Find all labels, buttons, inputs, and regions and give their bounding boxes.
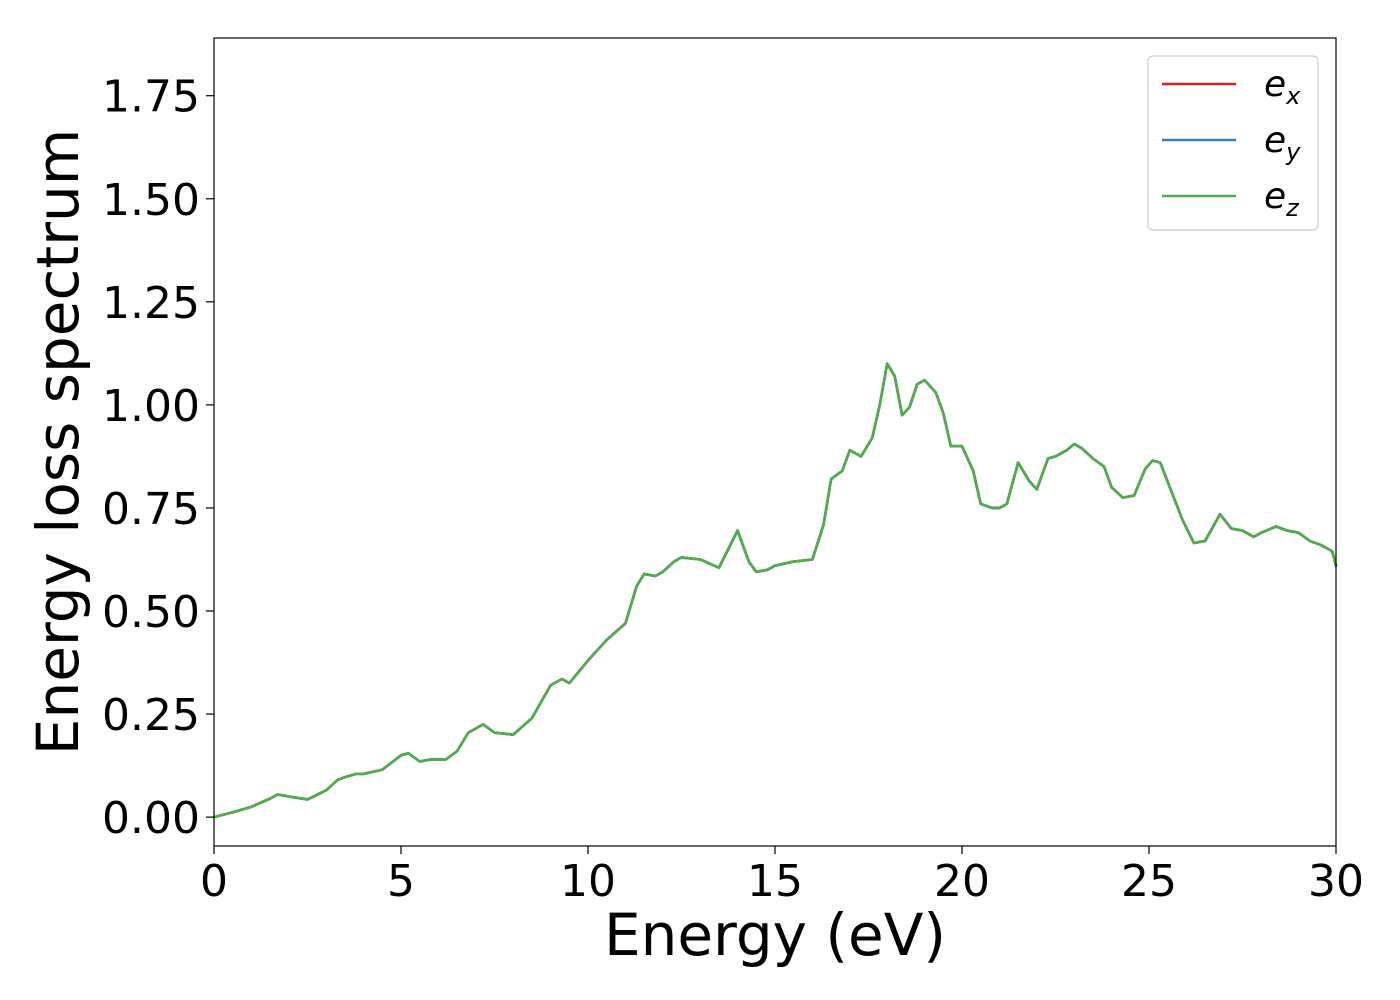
legend-label-base: e xyxy=(1264,176,1286,217)
x-tick-label: 5 xyxy=(387,856,415,907)
y-axis-title: Energy loss spectrum xyxy=(24,129,92,755)
series-line-z xyxy=(212,362,1338,819)
series-layer xyxy=(212,362,1338,819)
x-tick-label: 15 xyxy=(747,856,803,907)
legend-label-subscript: x xyxy=(1285,82,1301,110)
y-tick-label: 1.75 xyxy=(102,72,200,123)
y-tick-label: 1.00 xyxy=(102,381,200,432)
legend-label-base: e xyxy=(1264,120,1286,161)
x-tick-label: 20 xyxy=(934,856,990,907)
y-axis-ticks: 0.00 0.25 0.50 0.75 1.00 1.25 1.50 1.75 xyxy=(102,72,214,844)
y-tick-label: 0.50 xyxy=(102,587,200,638)
x-axis-title: Energy (eV) xyxy=(604,901,946,969)
legend-label-y: ey xyxy=(1264,120,1301,166)
legend-label-subscript: y xyxy=(1285,138,1301,166)
x-tick-label: 30 xyxy=(1308,856,1364,907)
legend-label-subscript: z xyxy=(1285,194,1300,222)
x-axis-ticks: 0 5 10 15 20 25 30 xyxy=(200,846,1364,907)
x-tick-label: 25 xyxy=(1121,856,1177,907)
legend-label-x: ex xyxy=(1264,64,1301,110)
y-tick-label: 0.75 xyxy=(102,484,200,535)
y-tick-label: 0.25 xyxy=(102,690,200,741)
x-tick-label: 10 xyxy=(560,856,616,907)
legend-label-z: ez xyxy=(1264,176,1300,222)
y-tick-label: 0.00 xyxy=(102,793,200,844)
x-tick-label: 0 xyxy=(200,856,228,907)
legend-box xyxy=(1147,55,1319,231)
y-tick-label: 1.50 xyxy=(102,175,200,226)
legend-label-base: e xyxy=(1264,64,1286,105)
y-tick-label: 1.25 xyxy=(102,278,200,329)
